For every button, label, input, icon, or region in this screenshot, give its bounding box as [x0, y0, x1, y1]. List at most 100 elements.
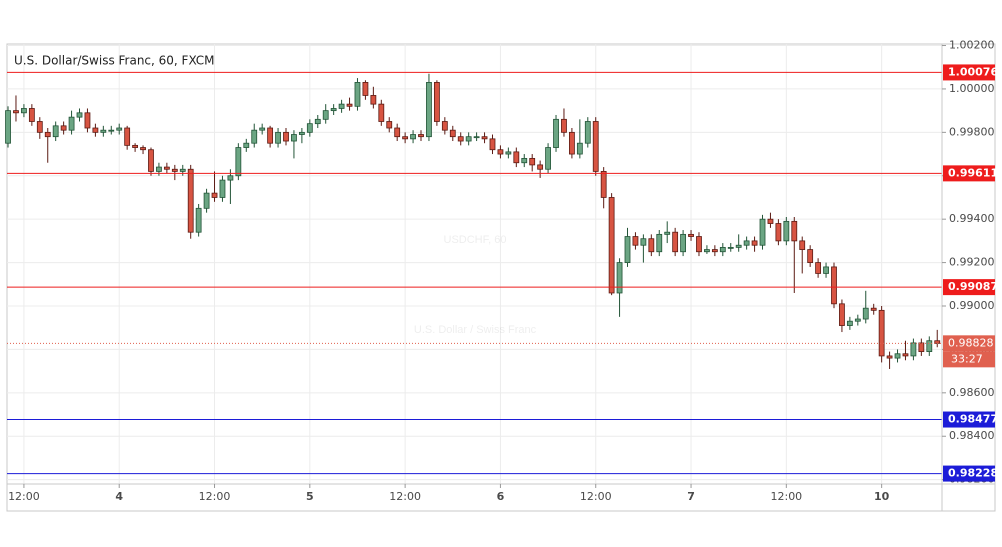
candle-body	[140, 147, 146, 151]
candle-body	[346, 103, 353, 107]
candle-body	[52, 125, 59, 138]
candle-body	[569, 131, 575, 155]
candle-body	[910, 342, 917, 357]
candle-body	[298, 131, 305, 135]
candle-body	[529, 157, 536, 166]
candle-body	[807, 249, 814, 263]
candle-body	[799, 240, 806, 250]
candle-body	[36, 121, 43, 133]
candle-body	[171, 168, 178, 172]
candle-body	[846, 320, 853, 326]
candle-body	[704, 249, 710, 253]
candle-body	[592, 121, 599, 172]
candle-body	[521, 157, 528, 164]
y-tick-label: 0.98400	[949, 429, 995, 442]
y-tick-label: 0.99400	[949, 212, 995, 225]
candle-body	[791, 220, 798, 242]
candle-body	[854, 318, 861, 322]
candle-body	[727, 246, 734, 249]
candle-body	[211, 192, 218, 198]
level-label: 0.98477	[948, 413, 998, 426]
candle-body	[465, 136, 472, 142]
watermark: USDCHF, 60	[444, 234, 507, 246]
candle-body	[227, 175, 234, 181]
candle-body	[894, 353, 901, 359]
candle-body	[561, 118, 567, 133]
candle-body	[497, 149, 504, 155]
x-tick-label: 12:00	[580, 490, 612, 503]
candle-body	[576, 142, 583, 155]
candle-body	[60, 125, 67, 131]
candle-body	[44, 131, 51, 138]
candle-body	[688, 233, 694, 237]
candle-body	[28, 108, 35, 122]
candle-body	[433, 82, 440, 122]
candle-body	[187, 168, 194, 233]
level-label: 1.00076	[948, 65, 998, 78]
candle-body	[418, 134, 424, 138]
candle-body	[21, 108, 27, 114]
candle-body	[735, 244, 742, 248]
candle-body	[426, 82, 432, 138]
candle-body	[513, 151, 520, 164]
candle-body	[92, 127, 99, 133]
candle-body	[124, 127, 131, 146]
candle-body	[759, 218, 766, 246]
candle-body	[116, 127, 123, 131]
candle-body	[926, 340, 933, 352]
x-tick-label: 12:00	[8, 490, 40, 503]
candle-body	[362, 82, 369, 96]
candle-body	[664, 231, 671, 235]
candle-body	[711, 249, 718, 253]
candle-body	[481, 136, 488, 140]
candle-body	[751, 240, 758, 246]
candle-body	[378, 103, 385, 122]
candle-body	[449, 129, 456, 138]
candle-body	[108, 129, 115, 132]
candle-body	[330, 108, 337, 112]
level-label: 0.98228	[948, 467, 998, 480]
candle-body	[680, 233, 686, 253]
candle-body	[219, 179, 226, 198]
countdown-label: 33:27	[951, 352, 983, 365]
candle-body	[243, 142, 250, 148]
candle-body	[132, 144, 139, 148]
candle-body	[815, 262, 822, 274]
candle-body	[862, 307, 869, 320]
candle-body	[918, 342, 925, 352]
candle-body	[719, 246, 726, 253]
candle-body	[402, 136, 409, 140]
candle-body	[624, 236, 631, 263]
candle-body	[878, 309, 885, 357]
plot	[5, 71, 942, 475]
candle-body	[386, 121, 393, 129]
candle-body	[76, 112, 83, 118]
candle-body	[251, 129, 258, 144]
candle-body	[338, 103, 345, 109]
level-label: 0.99087	[948, 280, 998, 293]
candle-body	[275, 131, 281, 144]
candle-body	[505, 151, 512, 155]
candle-body	[84, 112, 91, 129]
candle-body	[640, 238, 647, 246]
candle-body	[306, 123, 313, 133]
candle-body	[886, 355, 893, 359]
level-label-box	[943, 279, 995, 296]
candle-body	[767, 218, 774, 224]
y-tick-label: 0.99800	[949, 125, 995, 138]
candle-body	[584, 121, 591, 144]
x-tick-label: 4	[115, 490, 123, 503]
candle-body	[179, 168, 186, 172]
candle-body	[783, 220, 790, 242]
countdown-box	[943, 351, 995, 368]
last-price-label: 0.98828	[948, 336, 994, 349]
candle-body	[13, 110, 19, 114]
watermark-subtitle: U.S. Dollar / Swiss Franc	[414, 324, 537, 336]
level-label-box	[943, 465, 995, 482]
x-tick-label: 6	[497, 490, 505, 503]
level-label-box	[943, 411, 995, 428]
x-tick-label: 7	[687, 490, 695, 503]
candle-body	[831, 266, 837, 305]
candle-body	[648, 238, 655, 253]
